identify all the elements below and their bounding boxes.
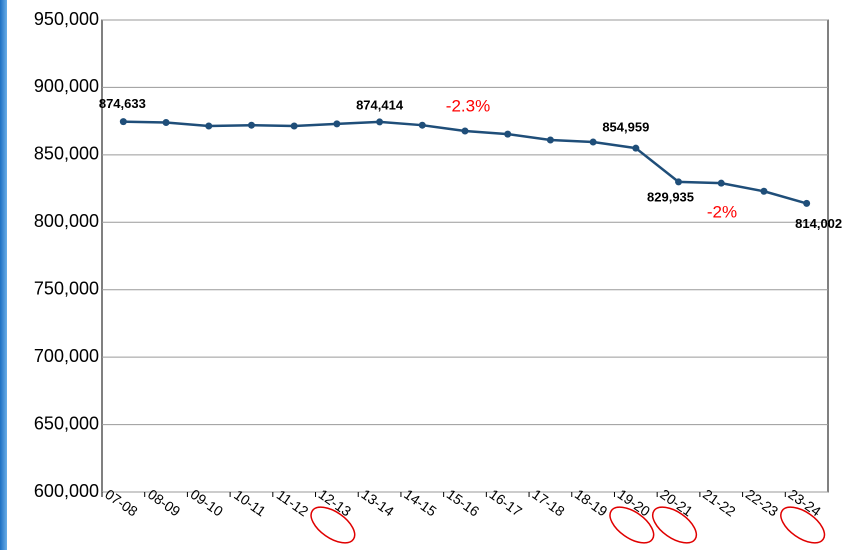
highlight-ellipse [310,506,356,544]
annotation: -2.3% [446,96,490,115]
x-tick-label: 12-13 [316,486,355,520]
y-tick-label: 950,000 [34,9,99,29]
point [247,121,255,129]
point [333,120,341,128]
highlight-ellipse [651,506,698,544]
x-tick-label: 08-09 [145,486,184,520]
x-tick-label: 20-21 [657,486,696,520]
plot-frame [101,19,829,493]
data-label: 814,002 [795,216,842,231]
y-tick-label: 800,000 [34,211,99,231]
point [717,179,725,187]
point [418,121,426,129]
x-tick-label: 13-14 [358,486,397,520]
side-bar [0,0,7,550]
point [504,130,512,138]
x-tick-label: 07-08 [102,486,141,520]
data-label: 854,959 [602,120,649,135]
point [162,118,170,126]
x-tick-label: 16-17 [487,486,526,520]
data-label: 829,935 [647,189,694,204]
y-tick-label: 600,000 [34,481,99,501]
point [675,178,683,186]
x-tick-label: 19-20 [615,486,654,520]
point [461,127,469,135]
point [760,187,768,195]
highlight-ellipse [609,506,655,544]
point [546,136,554,144]
x-tick-label: 10-11 [231,486,269,519]
y-tick-label: 900,000 [34,76,99,96]
x-tick-label: 15-16 [444,486,483,520]
point [589,138,597,146]
x-tick-label: 21-22 [700,486,739,520]
x-tick-label: 23-24 [785,486,824,520]
point [632,144,640,152]
point [205,122,213,130]
y-tick-label: 850,000 [34,144,99,164]
data-label: 874,414 [356,97,404,112]
data-label: 874,633 [99,96,146,111]
y-tick-label: 650,000 [34,413,99,433]
x-tick-label: 14-15 [401,486,440,520]
point [290,122,298,130]
point [803,199,811,207]
point [376,118,384,126]
x-tick-label: 18-19 [572,486,611,520]
x-tick-label: 17-18 [529,486,568,520]
y-tick-label: 700,000 [34,346,99,366]
y-tick-label: 750,000 [34,278,99,298]
point [119,118,127,126]
highlight-ellipse [780,506,826,544]
x-tick-label: 22-23 [743,486,782,520]
x-tick-label: 11-12 [274,486,312,519]
x-tick-label: 09-10 [188,486,227,520]
annotation: -2% [707,202,737,221]
